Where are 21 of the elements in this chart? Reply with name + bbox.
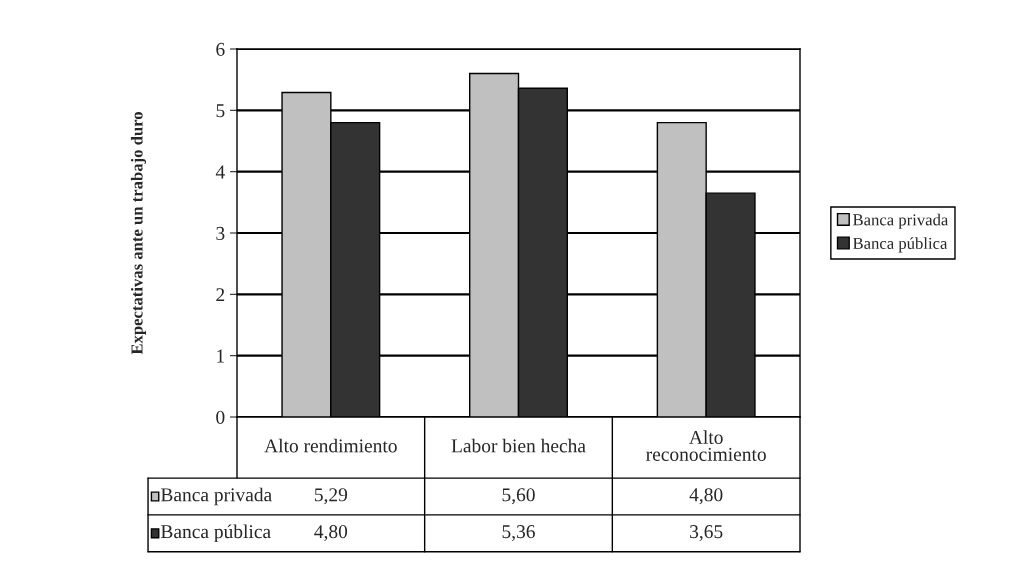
text: Banca pública <box>160 524 271 543</box>
y-tick-label: 3 <box>216 226 225 240</box>
data-label: 5,29 <box>314 488 348 505</box>
x-tick-label: Alto reconocimiento <box>646 430 766 461</box>
legend-label: Banca pública <box>853 237 948 253</box>
data-label: 4,80 <box>314 525 348 541</box>
data-label: 4,80 <box>689 488 723 505</box>
y-tick-label: 2 <box>216 288 225 302</box>
y-tick-label: 5 <box>216 104 225 118</box>
legend-label: Banca privada <box>160 487 272 506</box>
data-label: 5,60 <box>502 488 535 505</box>
x-tick-label: Alto rendimiento <box>264 438 397 453</box>
data-label: 3,65 <box>690 525 723 541</box>
x-tick-label: Labor bien hecha <box>451 438 586 453</box>
y-axis-title: Expectativas ante un trabajo duro <box>130 112 147 355</box>
y-tick-label: 0 <box>216 410 225 424</box>
y-tick-label: 1 <box>217 349 225 363</box>
data-label: 5,36 <box>502 525 535 541</box>
y-tick-label: 4 <box>215 165 225 179</box>
text: Banca privada <box>853 213 949 229</box>
y-tick-label: 6 <box>216 42 225 56</box>
